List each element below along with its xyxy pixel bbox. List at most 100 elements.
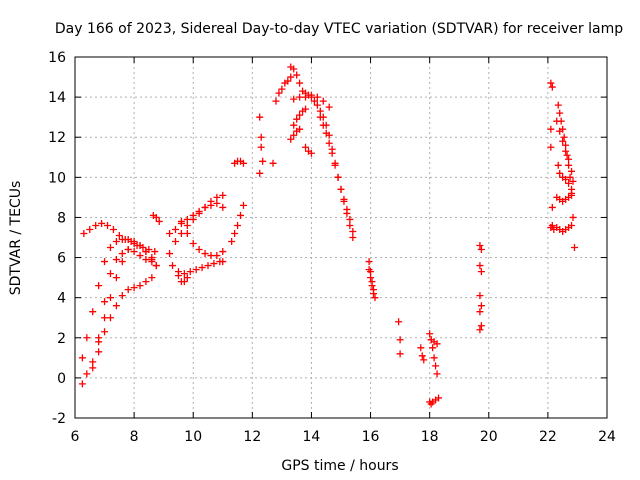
- data-point: [98, 219, 106, 227]
- data-point: [569, 213, 577, 221]
- data-point: [477, 322, 485, 330]
- data-point: [152, 262, 160, 270]
- data-point: [148, 274, 156, 282]
- data-point: [201, 203, 209, 211]
- data-point: [210, 260, 218, 268]
- series-arc-f: [149, 211, 163, 225]
- x-axis-label: GPS time / hours: [281, 458, 398, 474]
- y-tick-label: 12: [48, 130, 66, 146]
- data-point: [151, 248, 159, 256]
- data-point: [257, 133, 265, 141]
- series-arc-s: [287, 125, 304, 143]
- data-point: [213, 199, 221, 207]
- data-point: [290, 65, 298, 73]
- series-arc-w: [365, 266, 378, 298]
- data-point: [307, 149, 315, 157]
- series-arc-r: [290, 105, 310, 129]
- data-point: [476, 292, 484, 300]
- y-tick-label: 6: [57, 251, 66, 267]
- data-point: [420, 356, 428, 364]
- data-point: [83, 334, 91, 342]
- data-point: [559, 137, 567, 145]
- series-arc-q: [290, 91, 333, 111]
- data-point: [101, 298, 109, 306]
- x-tick-label: 12: [243, 429, 261, 445]
- y-tick-label: 0: [57, 371, 66, 387]
- data-points: [78, 63, 578, 408]
- data-point: [296, 125, 304, 133]
- data-point: [293, 115, 301, 123]
- series-arc-dd: [547, 79, 558, 233]
- data-point: [104, 221, 112, 229]
- data-point: [106, 270, 114, 278]
- data-point: [562, 175, 570, 183]
- plot-border: [74, 56, 608, 419]
- data-point: [569, 177, 577, 185]
- data-point: [313, 101, 321, 109]
- series-arc-o: [272, 73, 295, 105]
- data-point: [570, 244, 578, 252]
- data-point: [349, 234, 357, 241]
- data-point: [272, 97, 280, 105]
- data-point: [556, 109, 564, 117]
- y-tick-label: -2: [52, 411, 66, 427]
- data-point: [296, 79, 304, 87]
- data-point: [343, 205, 351, 213]
- data-point: [183, 215, 191, 223]
- data-point: [152, 213, 160, 221]
- series-arc-gg: [554, 161, 576, 193]
- data-point: [417, 344, 425, 352]
- data-point: [566, 173, 574, 181]
- data-point: [106, 294, 114, 302]
- data-point: [476, 326, 484, 334]
- x-tick-label: 8: [130, 429, 139, 445]
- data-point: [101, 314, 109, 322]
- data-point: [325, 139, 333, 147]
- data-point: [115, 231, 123, 239]
- y-tick-label: 16: [48, 50, 66, 66]
- data-point: [290, 121, 298, 129]
- data-point: [548, 83, 556, 91]
- data-point: [183, 221, 191, 229]
- data-point: [207, 201, 215, 209]
- data-point: [189, 211, 197, 219]
- data-point: [346, 221, 354, 229]
- x-tick-label: 18: [421, 429, 439, 445]
- data-point: [316, 107, 324, 115]
- data-point: [563, 151, 571, 159]
- data-point: [426, 330, 434, 338]
- data-point: [256, 113, 264, 121]
- series-arc-aa: [427, 336, 441, 348]
- data-point: [86, 225, 94, 233]
- data-point: [183, 229, 191, 237]
- data-point: [213, 252, 221, 260]
- data-point: [547, 143, 555, 151]
- data-point: [477, 302, 485, 310]
- data-point: [118, 292, 126, 300]
- data-point: [171, 238, 179, 246]
- data-point: [275, 89, 283, 97]
- data-point: [565, 179, 573, 187]
- series-arc-g: [166, 191, 227, 258]
- data-point: [302, 143, 310, 151]
- data-point: [112, 274, 120, 282]
- data-point: [349, 227, 357, 235]
- data-point: [477, 246, 485, 254]
- series-arc-n: [256, 113, 277, 177]
- data-point: [95, 348, 103, 356]
- data-point: [568, 185, 576, 193]
- data-point: [198, 264, 206, 272]
- y-tick-label: 10: [48, 170, 66, 186]
- data-point: [340, 195, 348, 203]
- data-point: [334, 173, 342, 181]
- data-point: [89, 308, 97, 316]
- data-point: [124, 246, 132, 254]
- series-arc-hh: [553, 191, 576, 205]
- data-point: [83, 370, 91, 378]
- data-point: [80, 229, 88, 237]
- x-tick-label: 24: [598, 429, 616, 445]
- data-point: [139, 244, 147, 252]
- data-point: [204, 262, 212, 270]
- data-point: [142, 278, 150, 286]
